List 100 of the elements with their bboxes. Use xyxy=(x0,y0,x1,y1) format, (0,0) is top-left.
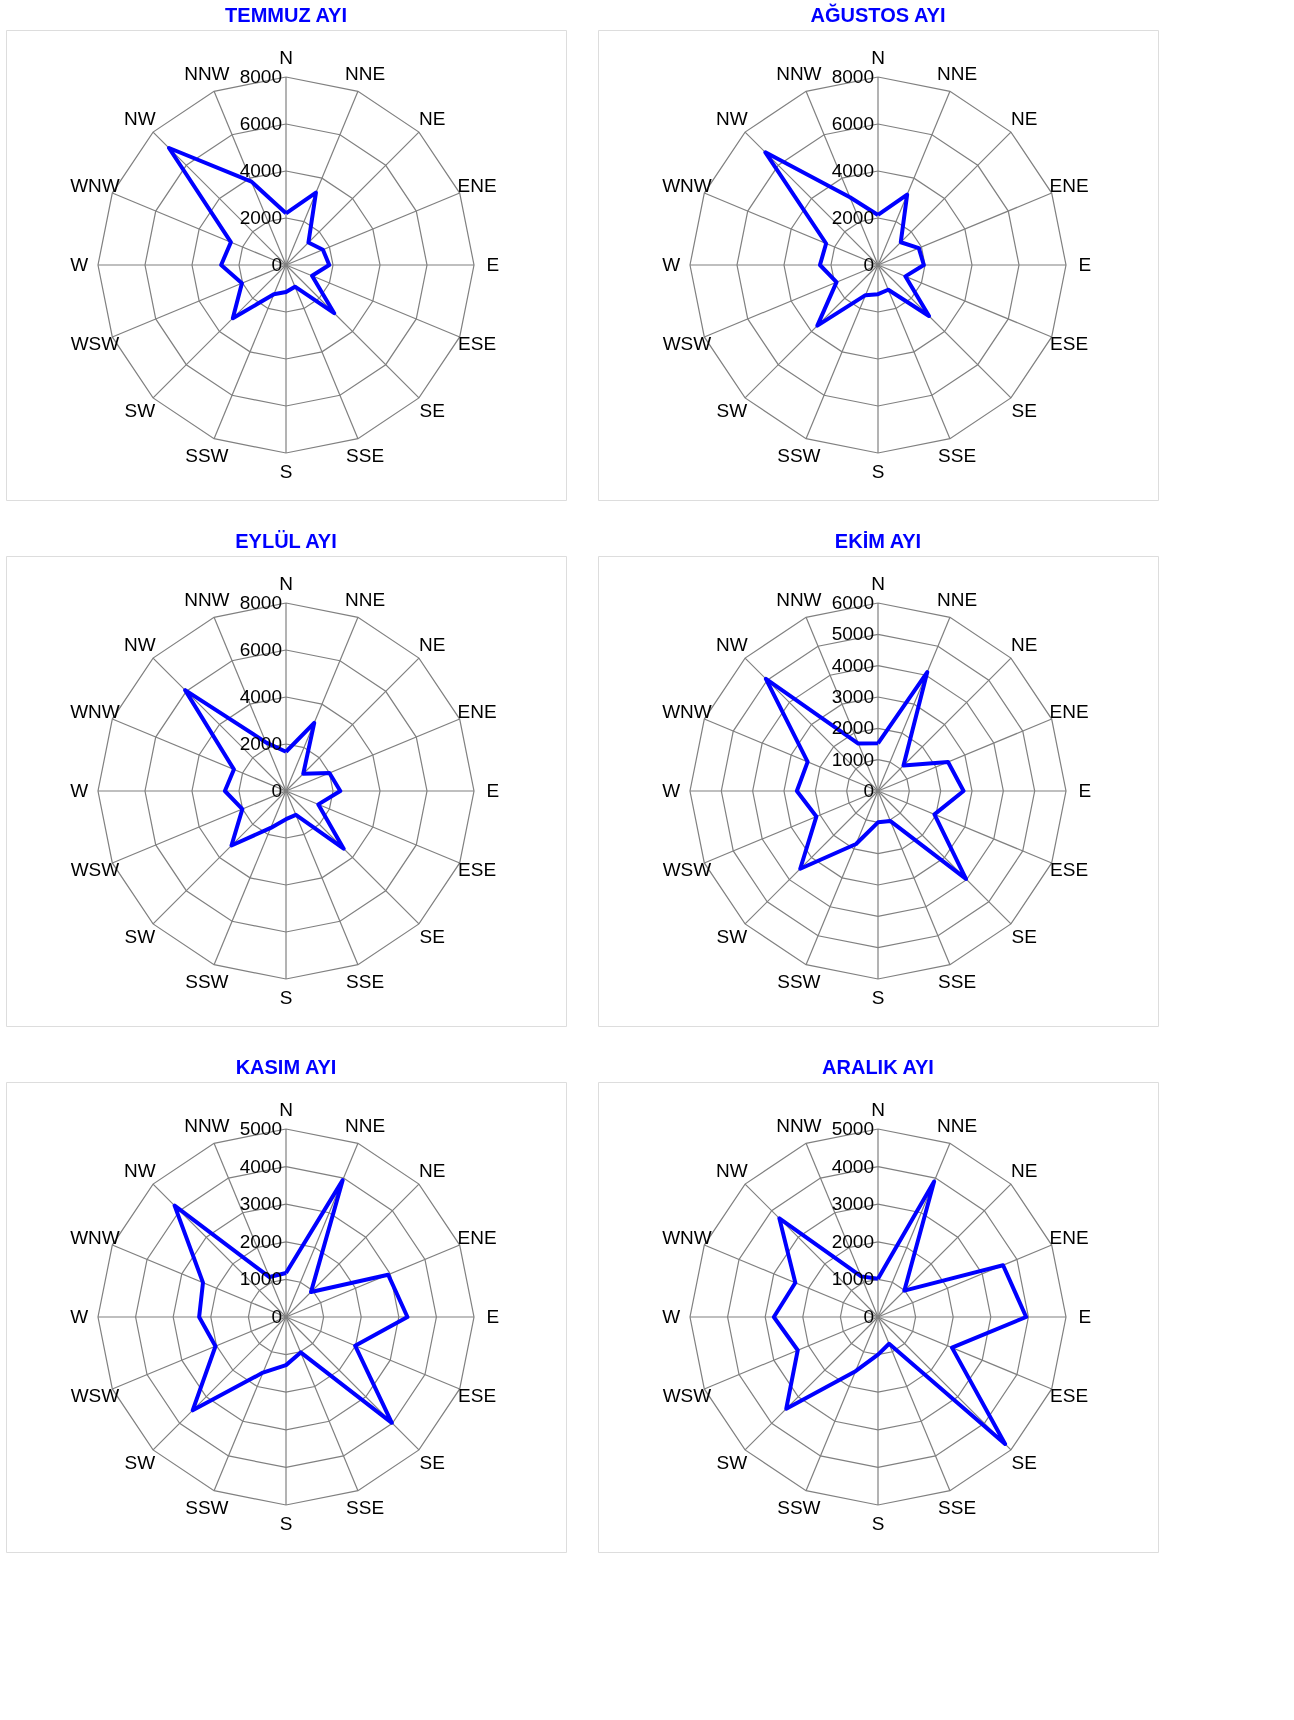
chart-title: EYLÜL AYI xyxy=(235,530,337,552)
spoke-label: W xyxy=(662,1306,681,1327)
spoke-label: WSW xyxy=(662,333,712,355)
spoke-label: SSE xyxy=(938,971,977,993)
spoke-label: ESE xyxy=(458,1385,497,1407)
chart-title: TEMMUZ AYI xyxy=(225,4,347,26)
spoke-label: SSW xyxy=(185,1497,229,1519)
spoke-label: SSE xyxy=(346,971,385,993)
spoke-label: SW xyxy=(124,1452,156,1474)
y-tick-label: 1000 xyxy=(831,748,874,770)
spoke-label: E xyxy=(1078,780,1092,801)
spoke-label: W xyxy=(662,780,681,801)
spoke-label: SE xyxy=(419,926,445,948)
y-tick-label: 0 xyxy=(271,1306,282,1327)
spoke-label: WNW xyxy=(662,174,712,196)
spoke-label: NE xyxy=(1011,107,1038,129)
y-tick-label: 2000 xyxy=(831,1230,874,1252)
spoke-label: SSW xyxy=(777,445,821,467)
spoke-label: W xyxy=(70,1306,89,1327)
spoke-label: SW xyxy=(124,926,156,948)
y-tick-label: 0 xyxy=(863,1306,874,1327)
spoke-label: ENE xyxy=(1049,700,1089,722)
spoke-label: SSE xyxy=(938,1497,977,1519)
spoke-label: SSE xyxy=(346,1497,385,1519)
spoke-label: SE xyxy=(1011,1452,1037,1474)
spoke-label: NW xyxy=(715,633,748,655)
y-tick-label: 4000 xyxy=(239,160,282,181)
y-tick-label: 4000 xyxy=(831,654,874,676)
spoke-label: E xyxy=(1078,254,1092,275)
spoke-label: E xyxy=(1078,1306,1092,1327)
spoke-label: SE xyxy=(1011,400,1037,422)
spoke-label: NNE xyxy=(345,1114,386,1136)
spoke-label: W xyxy=(70,780,89,801)
y-tick-label: 6000 xyxy=(239,639,282,660)
spoke-label: NNW xyxy=(776,62,822,84)
spoke-label: NNE xyxy=(937,588,978,610)
spoke-label: NNW xyxy=(776,588,822,610)
spoke-label: S xyxy=(871,1512,885,1534)
spoke-label: E xyxy=(486,254,500,275)
spoke-label: NNE xyxy=(345,588,386,610)
spoke-label: NNE xyxy=(345,62,386,84)
spoke-label: NW xyxy=(123,1159,156,1181)
spoke-label: ENE xyxy=(457,700,497,722)
spoke-label: NNW xyxy=(184,1114,230,1136)
y-tick-label: 3000 xyxy=(831,1193,874,1215)
spoke-label: SSW xyxy=(185,445,229,467)
spoke-label: SSW xyxy=(777,1497,821,1519)
y-tick-label: 4000 xyxy=(239,1155,282,1177)
y-tick-label: 4000 xyxy=(239,686,282,707)
spoke-label: WSW xyxy=(662,859,712,881)
spoke-label: ENE xyxy=(457,174,497,196)
spoke-label: SSW xyxy=(777,971,821,993)
y-tick-label: 8000 xyxy=(239,66,282,87)
spoke-label: WNW xyxy=(70,174,120,196)
spoke-label: SE xyxy=(1011,926,1037,948)
spoke-label: NNW xyxy=(184,62,230,84)
y-tick-label: 6000 xyxy=(239,113,282,134)
y-tick-label: 1000 xyxy=(831,1268,874,1290)
spoke-label: WSW xyxy=(70,859,120,881)
chart-title: EKİM AYI xyxy=(834,530,922,552)
spoke-label: E xyxy=(486,1306,500,1327)
spoke-label: NE xyxy=(419,1159,446,1181)
spoke-label: N xyxy=(279,1099,293,1121)
spoke-label: ENE xyxy=(457,1226,497,1248)
y-tick-label: 0 xyxy=(863,780,874,801)
spoke-label: WNW xyxy=(70,1226,120,1248)
spoke-label: S xyxy=(279,1512,293,1534)
spoke-label: ESE xyxy=(1050,333,1089,355)
spoke-label: N xyxy=(871,47,885,69)
spoke-label: ESE xyxy=(458,859,497,881)
spoke-label: NE xyxy=(419,107,446,129)
spoke-label: WSW xyxy=(662,1385,712,1407)
y-tick-label: 2000 xyxy=(239,1230,282,1252)
spoke-label: WNW xyxy=(662,700,712,722)
y-tick-label: 6000 xyxy=(831,113,874,134)
spoke-label: N xyxy=(871,573,885,595)
chart-title: ARALIK AYI xyxy=(822,1056,934,1078)
spoke-label: W xyxy=(662,254,681,275)
chart-title: KASIM AYI xyxy=(235,1056,337,1078)
y-tick-label: 2000 xyxy=(239,207,282,228)
y-tick-label: 4000 xyxy=(831,160,874,181)
spoke-label: ESE xyxy=(1050,859,1089,881)
spoke-label: S xyxy=(279,986,293,1008)
spoke-label: ENE xyxy=(1049,1226,1089,1248)
y-tick-label: 5000 xyxy=(831,623,874,645)
spoke-label: WNW xyxy=(662,1226,712,1248)
spoke-label: W xyxy=(70,254,89,275)
spoke-label: ESE xyxy=(458,333,497,355)
y-tick-label: 8000 xyxy=(239,592,282,613)
spoke-label: NW xyxy=(715,1159,748,1181)
spoke-label: ENE xyxy=(1049,174,1089,196)
spoke-label: NW xyxy=(123,633,156,655)
spoke-label: SSW xyxy=(185,971,229,993)
spoke-label: SE xyxy=(419,1452,445,1474)
y-tick-label: 3000 xyxy=(831,686,874,707)
y-tick-label: 6000 xyxy=(831,592,874,613)
spoke-label: SW xyxy=(124,400,156,422)
spoke-label: WSW xyxy=(70,333,120,355)
chart-title: AĞUSTOS AYI xyxy=(810,3,946,26)
spoke-label: SSE xyxy=(938,445,977,467)
